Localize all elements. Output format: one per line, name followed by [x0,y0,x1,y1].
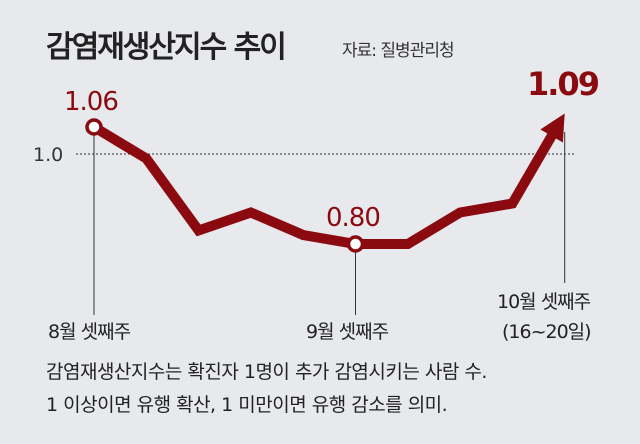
x-label-oct-range: (16~20일) [502,321,591,343]
note-line-1: 감염재생산지수는 확진자 1명이 추가 감염시키는 사람 수. [46,361,487,383]
series-line [91,122,559,249]
arrow-head-icon [540,113,565,143]
note-line-2: 1 이상이면 유행 확산, 1 미만이면 유행 감소를 의미. [46,394,447,416]
x-label-sep: 9월 셋째주 [306,321,389,343]
x-label-oct: 10월 셋째주 [497,291,591,313]
chart-source: 자료: 질병관리청 [342,41,454,61]
data-point-marker [346,235,365,253]
data-label-min: 0.80 [326,203,380,233]
data-point-marker [85,118,103,136]
chart-title: 감염재생산지수 추이 [46,30,285,65]
data-label-end: 1.09 [527,65,599,103]
reference-label: 1.0 [33,144,63,166]
data-label-start: 1.06 [64,87,118,117]
x-label-aug: 8월 셋째주 [48,321,131,343]
